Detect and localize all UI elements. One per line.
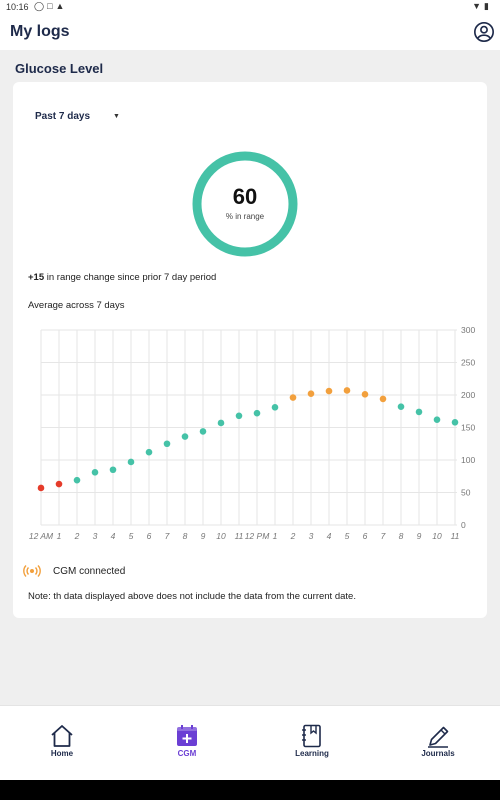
chart-x-tick-label: 8 (183, 531, 188, 541)
status-bar: 10:16 ◯□▲ ▼▮ (0, 0, 500, 14)
status-notification-icons: ◯□▲ (34, 1, 68, 11)
chart-x-tick-label: 2 (74, 531, 80, 541)
chart-x-tick-label: 12 AM (29, 531, 54, 541)
chart-x-tick-label: 10 (432, 531, 442, 541)
chart-x-tick-label: 12 PM (245, 531, 270, 541)
caret-down-icon: ▼ (113, 113, 120, 120)
section-title: Glucose Level (15, 61, 104, 76)
chart-data-point (199, 428, 207, 435)
chart-data-point (109, 466, 117, 474)
chart-data-point (37, 484, 45, 492)
app-header: My logs (0, 14, 500, 50)
range-change-delta: +15 (28, 272, 45, 283)
nav-learning[interactable]: Learning (272, 724, 352, 758)
chart-data-point (145, 448, 153, 456)
gauge-label: % in range (225, 212, 265, 221)
chart-data-point (451, 419, 459, 426)
chart-data-point (415, 408, 423, 416)
chart-data-point (253, 409, 261, 417)
chart-x-tick-label: 3 (309, 531, 314, 541)
date-range-value: Past 7 days (35, 111, 91, 122)
chart-x-tick-label: 4 (327, 531, 332, 541)
chart-x-tick-label: 1 (57, 531, 62, 541)
book-icon (302, 724, 321, 748)
chart-y-tick-label: 0 (461, 520, 466, 530)
chart-data-point (433, 416, 441, 423)
chart-x-tick-label: 1 (273, 531, 278, 541)
chart-y-tick-label: 250 (461, 358, 475, 368)
chart-data-point (181, 433, 189, 440)
date-range-dropdown[interactable]: Past 7 days ▼ (35, 111, 120, 122)
profile-icon[interactable] (473, 21, 495, 43)
chart-x-tick-label: 5 (129, 531, 134, 541)
chart-data-point (163, 440, 171, 448)
range-change-description: in range change since prior 7 day period (44, 272, 217, 283)
chart-data-point (235, 412, 243, 420)
cgm-status-text: CGM connected (53, 565, 126, 577)
nav-journals[interactable]: Journals (398, 724, 478, 758)
chart-x-tick-label: 9 (417, 531, 422, 541)
chart-y-tick-label: 300 (461, 325, 475, 335)
chart-x-tick-label: 4 (111, 531, 116, 541)
chart-data-point (325, 387, 333, 395)
chart-data-point (361, 391, 369, 398)
status-time: 10:16 (6, 2, 29, 12)
glucose-card: Past 7 days ▼ 60 % in range +15 in range… (13, 82, 487, 618)
nav-journals-label: Journals (421, 749, 455, 758)
cgm-status: CGM connected (23, 565, 125, 577)
nav-home[interactable]: Home (22, 724, 102, 758)
page-title: My logs (10, 23, 70, 40)
chart-y-tick-label: 150 (461, 423, 475, 433)
chart-y-tick-label: 50 (461, 488, 471, 498)
chart-data-point (307, 390, 315, 397)
chart-x-tick-label: 6 (147, 531, 152, 541)
nav-cgm[interactable]: CGM (147, 724, 227, 758)
chart-data-point (271, 404, 279, 411)
chart-data-point (379, 395, 387, 403)
chart-y-tick-label: 100 (461, 455, 475, 465)
chart-data-point (289, 394, 297, 401)
wifi-battery-icons: ▼▮ (472, 1, 492, 11)
chart-data-point (127, 458, 135, 466)
gauge-ring (192, 151, 298, 257)
chart-data-point (91, 469, 99, 476)
bottom-nav: Home CGM Learning Journals (0, 705, 500, 780)
average-label: Average across 7 days (28, 300, 125, 311)
chart-x-tick-label: 6 (363, 531, 368, 541)
chart-y-tick-label: 200 (461, 390, 475, 400)
home-icon (51, 725, 73, 747)
chart-x-tick-label: 11 (235, 531, 244, 541)
broadcast-icon (23, 565, 41, 577)
nav-learning-label: Learning (295, 749, 329, 758)
pencil-icon (428, 726, 449, 748)
chart-data-point (55, 480, 63, 488)
chart-data-point (217, 419, 225, 427)
data-note: Note: th data displayed above does not i… (28, 591, 356, 602)
chart-x-tick-label: 8 (399, 531, 404, 541)
gauge-value: 60 (232, 184, 258, 209)
chart-x-tick-label: 10 (216, 531, 226, 541)
chart-data-point (73, 476, 81, 484)
chart-data-point (397, 403, 405, 410)
chart-x-tick-label: 7 (381, 531, 386, 541)
chart-x-tick-label: 3 (93, 531, 98, 541)
chart-x-tick-label: 5 (345, 531, 350, 541)
nav-home-label: Home (50, 749, 74, 758)
in-range-gauge (192, 151, 298, 257)
chart-x-tick-label: 7 (165, 531, 170, 541)
chart-x-tick-label: 11 (451, 531, 460, 541)
calendar-plus-icon (177, 725, 197, 746)
system-nav-bar (0, 780, 500, 800)
nav-cgm-label: CGM (177, 749, 197, 758)
chart-data-point (343, 387, 351, 394)
chart-x-tick-label: 9 (201, 531, 206, 541)
range-change-text: +15 in range change since prior 7 day pe… (28, 272, 216, 283)
chart-x-tick-label: 2 (290, 531, 296, 541)
